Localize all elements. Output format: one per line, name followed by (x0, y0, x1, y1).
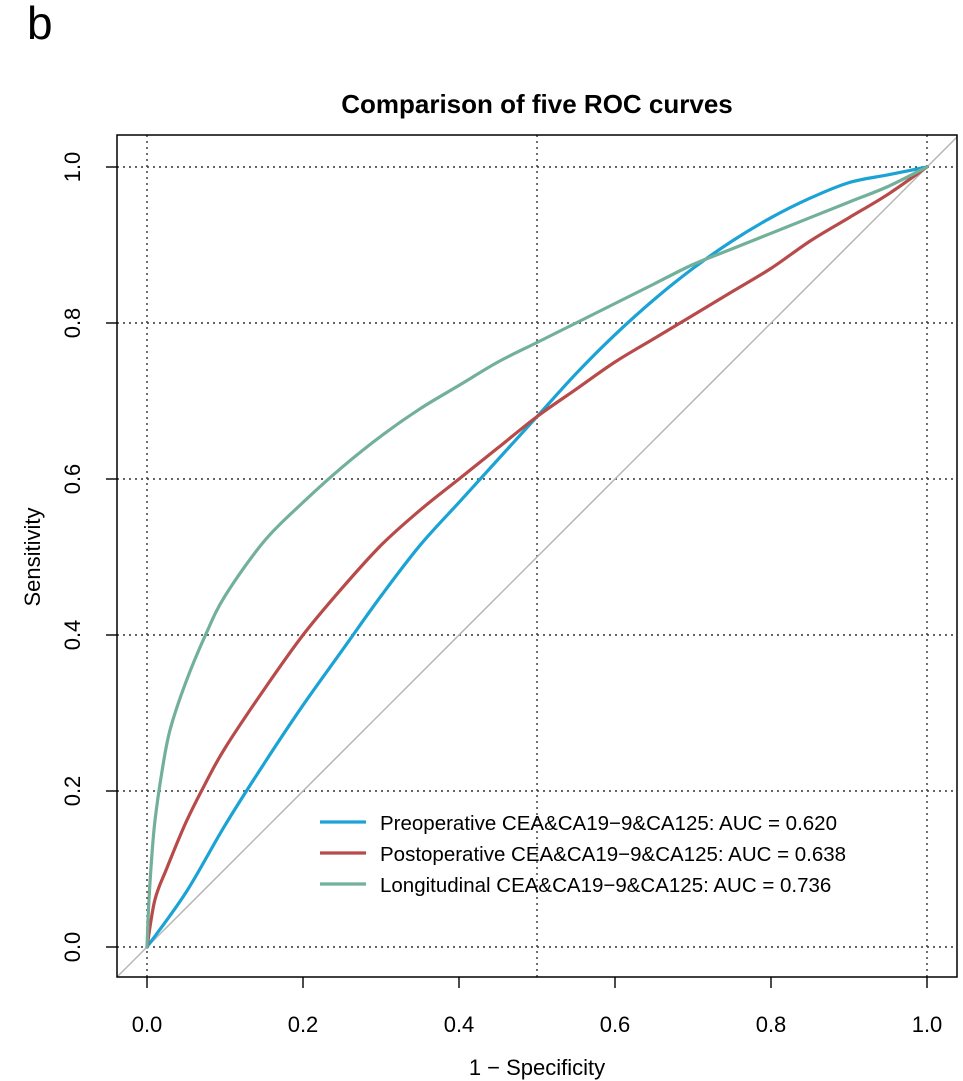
x-tick-label-0: 0.0 (132, 1012, 163, 1037)
y-axis-label: Sensitivity (20, 507, 45, 606)
x-axis-ticks: 0.0 0.2 0.4 0.6 0.8 1.0 (132, 977, 943, 1037)
y-tick-label-5: 1.0 (60, 152, 85, 183)
y-tick-label-1: 0.2 (60, 776, 85, 807)
panel-label: b (27, 0, 53, 49)
y-tick-label-0: 0.0 (60, 932, 85, 963)
chart-title: Comparison of five ROC curves (341, 89, 733, 119)
x-axis-label: 1 − Specificity (469, 1055, 605, 1080)
y-tick-label-2: 0.4 (60, 620, 85, 651)
x-tick-label-3: 0.6 (600, 1012, 631, 1037)
legend-label-2: Postoperative CEA&CA19−9&CA125: AUC = 0.… (380, 843, 846, 866)
roc-curve-1 (145, 165, 929, 949)
diagonal-reference-line (116, 136, 958, 978)
reference-lines (116, 136, 958, 978)
roc-series (145, 165, 929, 949)
y-tick-label-3: 0.6 (60, 464, 85, 495)
legend: Preoperative CEA&CA19−9&CA125: AUC = 0.6… (320, 812, 846, 897)
roc-curve-2 (145, 165, 929, 949)
legend-label-1: Preoperative CEA&CA19−9&CA125: AUC = 0.6… (380, 812, 837, 835)
roc-curve-3 (145, 165, 929, 949)
x-tick-label-5: 1.0 (912, 1012, 943, 1037)
legend-label-3: Longitudinal CEA&CA19−9&CA125: AUC = 0.7… (380, 874, 831, 897)
y-axis-ticks: 0.0 0.2 0.4 0.6 0.8 1.0 (60, 152, 117, 963)
x-tick-label-1: 0.2 (288, 1012, 319, 1037)
y-tick-label-4: 0.8 (60, 308, 85, 339)
x-tick-label-2: 0.4 (444, 1012, 475, 1037)
x-tick-label-4: 0.8 (756, 1012, 787, 1037)
plot-frame (116, 134, 958, 978)
grid-lines (117, 135, 957, 977)
